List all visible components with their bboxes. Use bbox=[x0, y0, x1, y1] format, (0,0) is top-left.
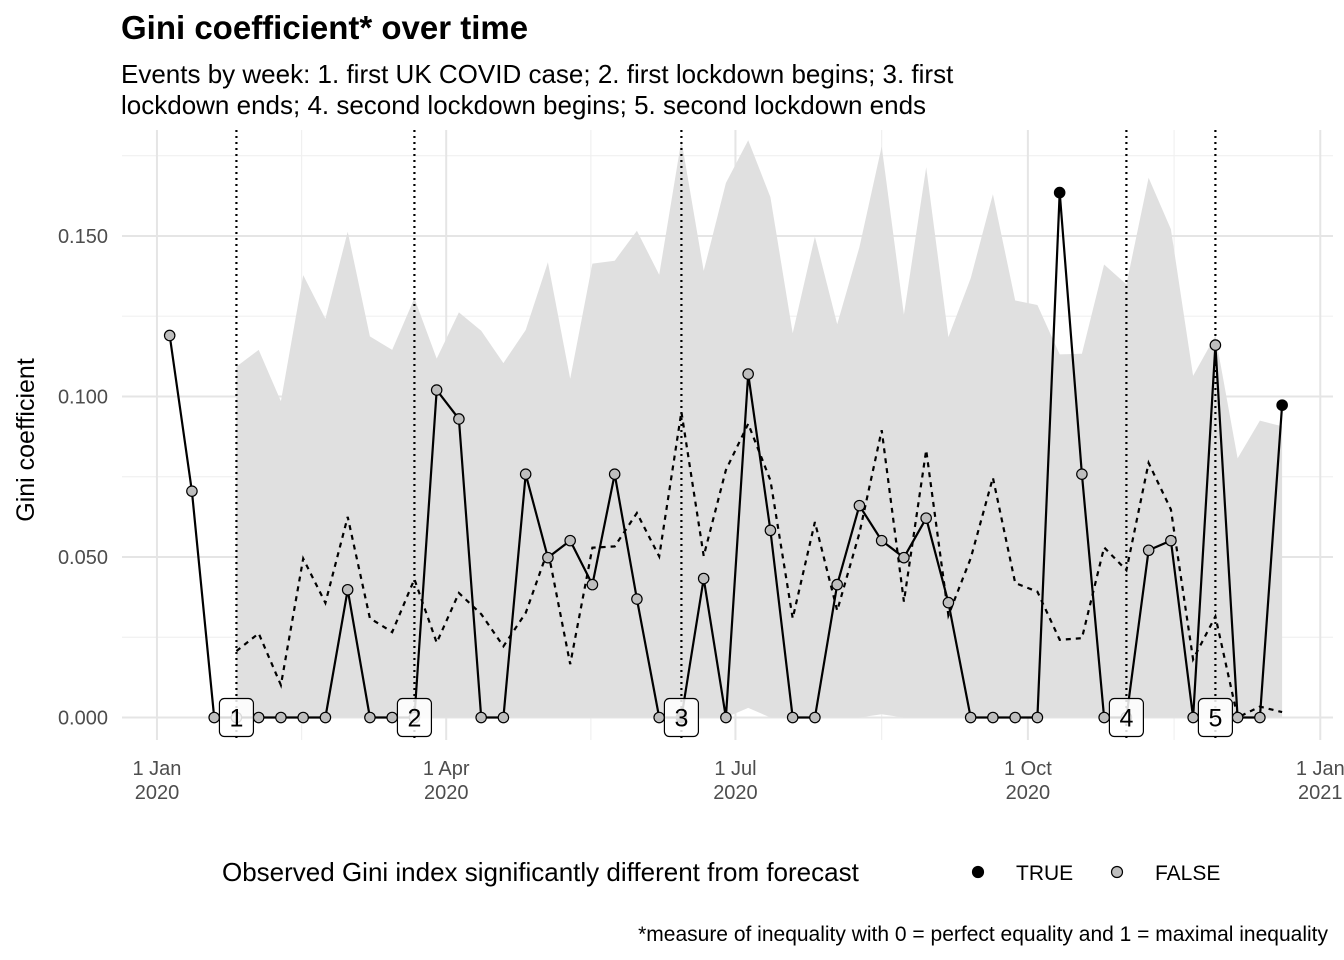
chart-subtitle-line-1: Events by week: 1. first UK COVID case; … bbox=[121, 59, 954, 89]
observed-point bbox=[497, 711, 510, 724]
legend-label-false: FALSE bbox=[1155, 862, 1220, 885]
y-tick-label: 0.100 bbox=[58, 386, 108, 408]
x-tick-label: 1 Oct bbox=[1004, 758, 1052, 780]
observed-point bbox=[697, 572, 710, 585]
x-tick-label: 2020 bbox=[1006, 782, 1051, 804]
observed-point bbox=[364, 711, 376, 724]
observed-point bbox=[186, 485, 198, 497]
observed-point bbox=[319, 711, 332, 724]
legend-label-true: TRUE bbox=[1016, 862, 1073, 885]
observed-point bbox=[964, 711, 977, 724]
event-label: 2 bbox=[407, 705, 421, 733]
x-tick-label: 2020 bbox=[713, 782, 758, 804]
observed-point bbox=[920, 512, 932, 524]
observed-point bbox=[252, 711, 265, 724]
event-label-box bbox=[396, 697, 433, 738]
event-label: 3 bbox=[674, 705, 688, 733]
x-tick-label: 1 Jan bbox=[1296, 758, 1344, 780]
observed-point bbox=[898, 551, 910, 564]
observed-point-significant bbox=[1276, 399, 1288, 411]
observed-point bbox=[453, 413, 465, 425]
event-label: 4 bbox=[1119, 705, 1133, 733]
forecast-interval-band bbox=[236, 140, 1283, 718]
event-label-box bbox=[1108, 697, 1144, 738]
y-axis-label: Gini coefficient bbox=[12, 358, 40, 522]
observed-point bbox=[853, 499, 866, 512]
observed-point bbox=[1031, 711, 1044, 724]
observed-point bbox=[831, 578, 843, 591]
observed-point bbox=[1098, 711, 1110, 724]
observed-point bbox=[653, 711, 665, 724]
observed-point bbox=[1231, 711, 1244, 724]
observed-point bbox=[1076, 468, 1088, 480]
observed-point bbox=[163, 329, 176, 342]
event-label: 1 bbox=[229, 705, 243, 733]
observed-point bbox=[875, 534, 888, 547]
observed-point bbox=[1254, 711, 1266, 724]
observed-point bbox=[1009, 711, 1021, 724]
y-tick-label: 0.000 bbox=[58, 708, 108, 730]
observed-point bbox=[942, 596, 955, 609]
observed-point bbox=[586, 578, 599, 591]
x-tick-label: 1 Jan bbox=[132, 758, 181, 780]
observed-point bbox=[1142, 544, 1155, 557]
y-tick-label: 0.050 bbox=[58, 547, 108, 569]
observed-point bbox=[720, 711, 732, 724]
observed-point-significant bbox=[1053, 186, 1066, 199]
observed-point bbox=[764, 524, 777, 537]
observed-point bbox=[987, 711, 999, 724]
event-label: 5 bbox=[1208, 705, 1222, 733]
observed-point bbox=[297, 711, 309, 724]
observed-point bbox=[519, 468, 532, 480]
y-tick-label: 0.150 bbox=[58, 226, 108, 248]
event-label-box bbox=[218, 697, 255, 738]
observed-point bbox=[631, 593, 643, 605]
observed-point bbox=[1165, 534, 1177, 547]
observed-point bbox=[542, 551, 554, 564]
legend: Observed Gini index significantly differ… bbox=[222, 857, 1220, 887]
observed-point bbox=[275, 711, 287, 724]
observed-point bbox=[341, 583, 354, 596]
x-tick-label: 1 Jul bbox=[714, 758, 756, 780]
legend-key-true bbox=[971, 865, 985, 879]
observed-point bbox=[564, 534, 576, 547]
observed-point bbox=[386, 711, 398, 724]
chart-subtitle-line-2: lockdown ends; 4. second lockdown begins… bbox=[121, 90, 926, 120]
legend-key-false bbox=[1110, 865, 1124, 879]
observed-point bbox=[208, 711, 220, 724]
x-tick-label: 2020 bbox=[135, 782, 180, 804]
observed-point bbox=[1209, 339, 1222, 351]
observed-point bbox=[608, 468, 621, 480]
event-label-box bbox=[663, 697, 700, 738]
observed-point bbox=[430, 384, 443, 396]
observed-point bbox=[475, 711, 487, 724]
chart-caption: *measure of inequality with 0 = perfect … bbox=[638, 923, 1328, 946]
observed-point bbox=[786, 711, 799, 724]
observed-point bbox=[1187, 711, 1199, 724]
observed-point bbox=[809, 711, 821, 724]
chart-title: Gini coefficient* over time bbox=[121, 9, 528, 46]
legend-title: Observed Gini index significantly differ… bbox=[222, 857, 860, 887]
observed-point bbox=[742, 368, 754, 380]
x-tick-label: 2021 bbox=[1298, 782, 1343, 804]
forecast-mean-line bbox=[235, 411, 1283, 720]
event-label-box bbox=[1197, 697, 1233, 738]
x-tick-label: 2020 bbox=[424, 782, 469, 804]
x-tick-label: 1 Apr bbox=[423, 758, 470, 780]
